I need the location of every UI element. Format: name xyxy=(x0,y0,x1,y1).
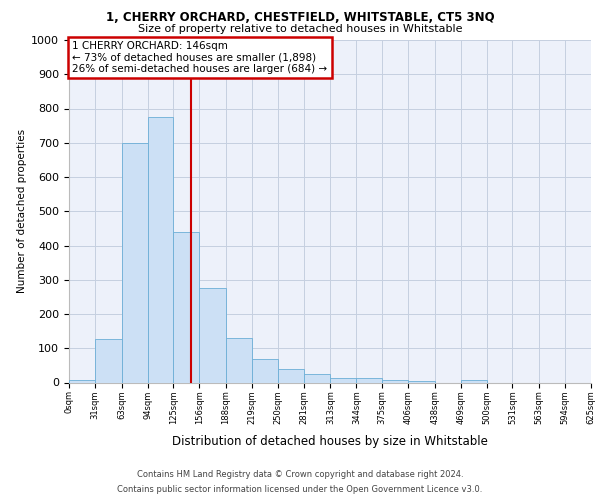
Text: Contains HM Land Registry data © Crown copyright and database right 2024.: Contains HM Land Registry data © Crown c… xyxy=(137,470,463,479)
Bar xyxy=(199,288,226,382)
Bar xyxy=(382,380,408,382)
Bar xyxy=(122,143,148,382)
Bar xyxy=(69,380,95,382)
Bar xyxy=(331,378,356,382)
Bar xyxy=(356,378,382,382)
Text: 1 CHERRY ORCHARD: 146sqm
← 73% of detached houses are smaller (1,898)
26% of sem: 1 CHERRY ORCHARD: 146sqm ← 73% of detach… xyxy=(73,41,328,74)
Text: 1, CHERRY ORCHARD, CHESTFIELD, WHITSTABLE, CT5 3NQ: 1, CHERRY ORCHARD, CHESTFIELD, WHITSTABL… xyxy=(106,11,494,24)
Bar xyxy=(226,338,252,382)
X-axis label: Distribution of detached houses by size in Whitstable: Distribution of detached houses by size … xyxy=(172,435,488,448)
Bar xyxy=(252,359,278,382)
Bar xyxy=(95,338,122,382)
Text: Size of property relative to detached houses in Whitstable: Size of property relative to detached ho… xyxy=(138,24,462,34)
Text: Contains public sector information licensed under the Open Government Licence v3: Contains public sector information licen… xyxy=(118,485,482,494)
Bar xyxy=(173,232,199,382)
Bar xyxy=(148,117,173,382)
Bar xyxy=(278,370,304,382)
Bar xyxy=(304,374,331,382)
Bar xyxy=(461,380,487,382)
Y-axis label: Number of detached properties: Number of detached properties xyxy=(17,129,27,294)
